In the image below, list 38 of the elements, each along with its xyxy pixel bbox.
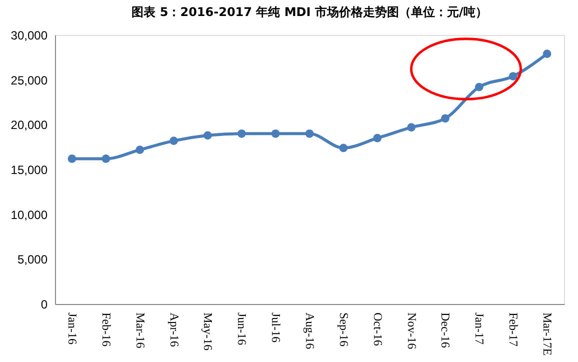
y-tick-label: 15,000 bbox=[10, 163, 48, 177]
x-tick-label: Aug-16 bbox=[303, 312, 317, 350]
x-tick-label: Oct-16 bbox=[370, 312, 385, 346]
x-tick-label: Jun-16 bbox=[235, 312, 250, 346]
point bbox=[136, 146, 144, 154]
x-tick-label: Nov-16 bbox=[404, 312, 419, 350]
point bbox=[407, 123, 416, 132]
y-tick-label: 20,000 bbox=[10, 118, 48, 132]
x-tick-label: May-16 bbox=[201, 312, 216, 350]
point bbox=[204, 131, 212, 140]
x-tick-label: Feb-16 bbox=[99, 312, 114, 346]
x-tick-label: Feb-17 bbox=[506, 312, 521, 346]
y-tick-label: 10,000 bbox=[10, 208, 48, 222]
point bbox=[441, 114, 450, 123]
x-tick-label: Apr-16 bbox=[167, 312, 182, 347]
y-tick-label: 5,000 bbox=[17, 252, 48, 267]
x-tick-label: Sep-16 bbox=[336, 312, 351, 346]
point bbox=[508, 72, 518, 80]
x-tick-label: Jan-17 bbox=[472, 312, 487, 344]
point bbox=[102, 154, 110, 163]
point bbox=[339, 144, 348, 152]
point bbox=[474, 82, 484, 92]
y-tick-label: 30,000 bbox=[10, 28, 48, 42]
point bbox=[542, 50, 552, 58]
y-tick-label: 0 bbox=[40, 298, 48, 312]
point bbox=[305, 129, 314, 138]
x-tick-label: Mar-16 bbox=[133, 312, 148, 348]
point bbox=[237, 129, 246, 138]
point bbox=[271, 129, 280, 138]
point bbox=[170, 136, 178, 145]
point bbox=[373, 134, 382, 142]
x-tick-label: Jul-16 bbox=[269, 312, 284, 342]
y-tick-label: 25,000 bbox=[10, 73, 48, 88]
chart-title: 图表 5：2016-2017 年纯 MDI 市场价格走势图（单位：元/吨） bbox=[132, 5, 488, 19]
x-tick-label: Dec-16 bbox=[438, 312, 453, 348]
x-tick-label: Jan-16 bbox=[65, 312, 80, 344]
point bbox=[68, 154, 76, 163]
x-tick-label: Mar-17E bbox=[540, 312, 555, 356]
